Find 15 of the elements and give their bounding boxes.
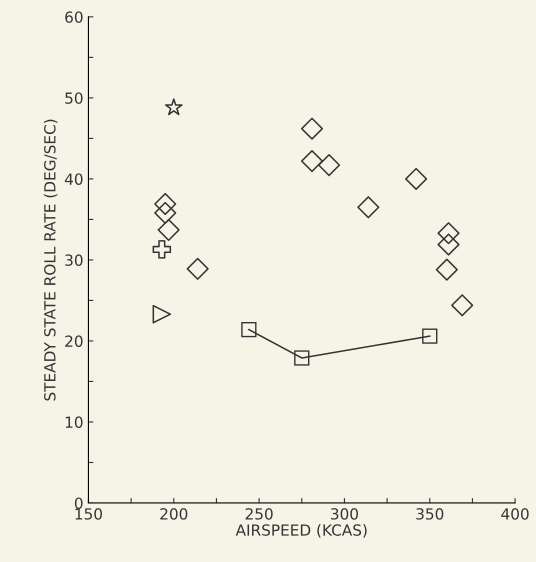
y-tick-label: 10: [66, 416, 83, 428]
y-tick-label: 30: [65, 254, 83, 266]
y-tick-label: 60: [65, 11, 83, 23]
x-tick-label: 150: [76, 508, 102, 520]
x-tick-label: 350: [416, 508, 444, 520]
x-tick-label: 250: [246, 508, 273, 520]
x-tick-label: 400: [501, 508, 529, 520]
y-tick-label: 40: [64, 173, 83, 185]
y-tick-label: 0: [74, 497, 83, 510]
x-tick-label: 200: [160, 508, 188, 520]
y-tick-label: 20: [65, 335, 83, 347]
x-axis-title: AIRSPEED (KCAS): [236, 524, 367, 538]
y-axis-title: STEADY STATE ROLL RATE (DEG/SEC): [44, 120, 58, 401]
x-tick-label: 300: [331, 508, 358, 520]
y-tick-label: 50: [65, 92, 83, 104]
